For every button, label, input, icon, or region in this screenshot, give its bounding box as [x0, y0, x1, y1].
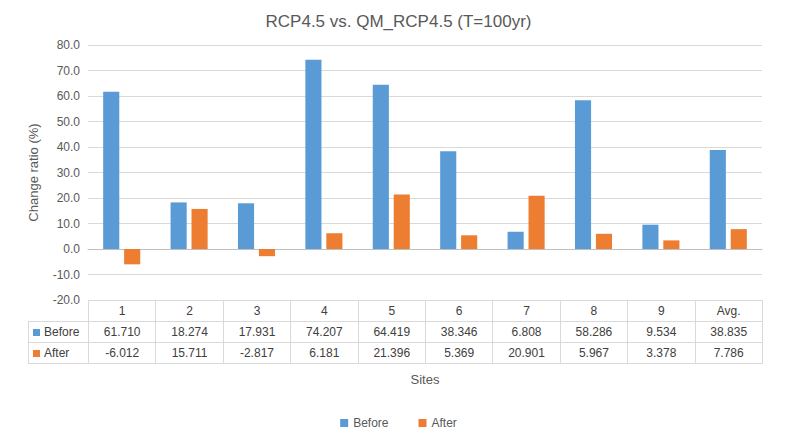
html-text:1: 1 [118, 304, 126, 318]
html-text:3.378: 3.378 [646, 346, 677, 360]
html-text:4: 4 [321, 304, 328, 318]
svg-text:0.0: 0.0 [63, 242, 80, 256]
html-text:38.835: 38.835 [710, 325, 748, 339]
html-text:-6.012: -6.012 [105, 346, 140, 360]
html-text:6.181: 6.181 [309, 346, 340, 360]
html-text:5.369: 5.369 [444, 346, 475, 360]
html-text:5: 5 [388, 304, 396, 318]
svg-text:10.0: 10.0 [57, 217, 81, 231]
svg-text:RCP4.5 vs. QM_RCP4.5 (T=100yr): RCP4.5 vs. QM_RCP4.5 (T=100yr) [266, 12, 532, 31]
svg-text:50.0: 50.0 [57, 115, 81, 129]
svg-text:30.0: 30.0 [57, 166, 81, 180]
html-text:7: 7 [523, 304, 530, 318]
html-text:3: 3 [253, 304, 261, 318]
html-text:17.931: 17.931 [238, 325, 276, 339]
html-text:58.286: 58.286 [575, 325, 613, 339]
html-text:8: 8 [590, 304, 598, 318]
html-text:9: 9 [658, 304, 665, 318]
html-text:18.274: 18.274 [171, 325, 208, 339]
svg-text:After: After [432, 416, 457, 430]
html-text:15.711: 15.711 [171, 346, 208, 360]
html-text:64.419: 64.419 [373, 325, 411, 339]
html-text:38.346: 38.346 [440, 325, 478, 339]
svg-text:Change ratio (%): Change ratio (%) [26, 123, 41, 221]
html-text:2: 2 [186, 304, 193, 318]
html-text:Avg.: Avg. [716, 304, 741, 318]
svg-text:Before: Before [353, 416, 389, 430]
html-text:Sites: Sites [410, 372, 440, 387]
html-text:21.396: 21.396 [373, 346, 411, 360]
html-text:-2.817: -2.817 [240, 346, 274, 360]
html-text:5.967: 5.967 [578, 346, 609, 360]
html-text:9.534: 9.534 [646, 325, 677, 339]
svg-text:-10.0: -10.0 [53, 268, 81, 282]
svg-text:20.0: 20.0 [57, 191, 81, 205]
svg-text:60.0: 60.0 [57, 89, 81, 103]
html-text:74.207: 74.207 [306, 325, 343, 339]
html-text:6.808: 6.808 [511, 325, 542, 339]
html-text:61.710: 61.710 [103, 325, 141, 339]
html-text:20.901: 20.901 [508, 346, 545, 360]
svg-text:-20.0: -20.0 [53, 293, 81, 307]
html-text:Before: Before [44, 325, 80, 339]
svg-text:80.0: 80.0 [57, 38, 81, 52]
svg-text:70.0: 70.0 [57, 64, 81, 78]
html-text:6: 6 [455, 304, 463, 318]
html-text:7.786: 7.786 [713, 346, 744, 360]
html-text:After: After [44, 346, 70, 360]
svg-text:40.0: 40.0 [57, 140, 81, 154]
